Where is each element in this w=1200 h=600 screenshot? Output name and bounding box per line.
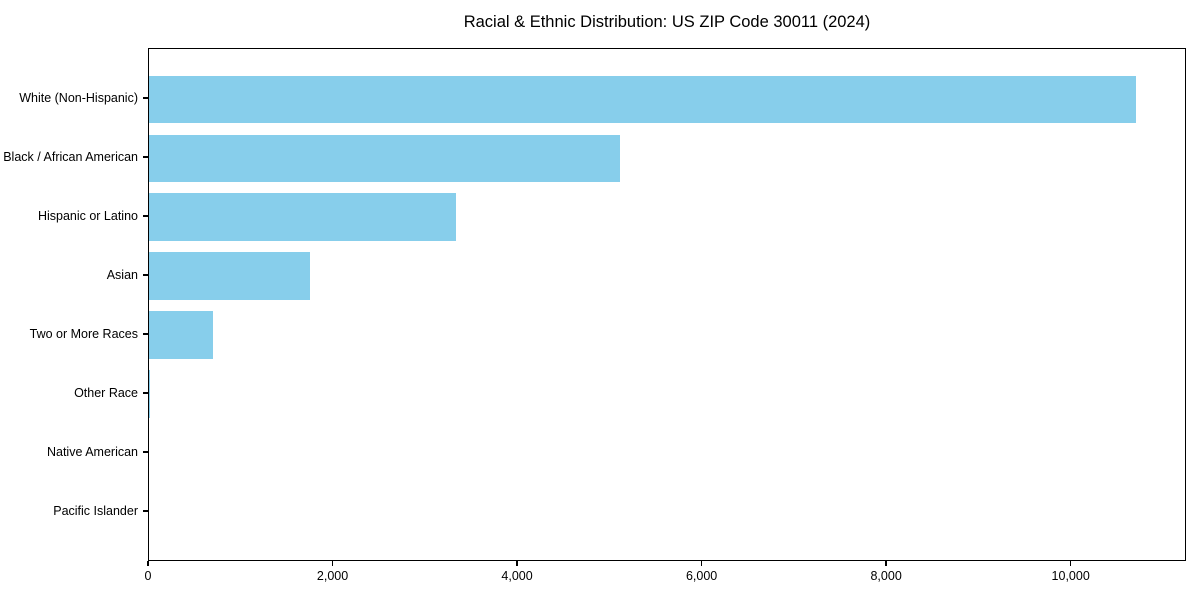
bar-hispanic-or-latino bbox=[149, 193, 456, 241]
x-tick-label-10,000: 10,000 bbox=[1051, 569, 1090, 583]
y-tick-mark-white-non-hispanic bbox=[143, 97, 148, 99]
y-tick-mark-hispanic-or-latino bbox=[143, 215, 148, 217]
plot-area bbox=[148, 48, 1186, 561]
y-tick-mark-native-american bbox=[143, 451, 148, 453]
x-tick-label-8,000: 8,000 bbox=[870, 569, 902, 583]
x-tick-mark-6,000 bbox=[700, 561, 703, 566]
y-tick-mark-black-african-american bbox=[143, 156, 148, 158]
x-tick-label-2,000: 2,000 bbox=[316, 569, 349, 583]
x-tick-mark-8,000 bbox=[885, 561, 887, 566]
x-tick-label-0: 0 bbox=[144, 569, 152, 583]
y-tick-label-black-african-american: Black / African American bbox=[3, 150, 138, 165]
y-tick-label-hispanic-or-latino: Hispanic or Latino bbox=[37, 209, 138, 224]
bar-other-race bbox=[149, 370, 151, 418]
x-tick-mark-0 bbox=[147, 561, 149, 566]
y-tick-mark-pacific-islander bbox=[143, 510, 148, 512]
chart-title: Racial & Ethnic Distribution: US ZIP Cod… bbox=[463, 13, 871, 31]
bar-asian bbox=[149, 252, 310, 300]
y-tick-label-native-american: Native American bbox=[46, 444, 138, 459]
y-tick-label-two-or-more-races: Two or More Races bbox=[29, 326, 138, 341]
bar-black-african-american bbox=[149, 134, 620, 182]
bar-white-non-hispanic bbox=[149, 75, 1137, 123]
x-tick-mark-2,000 bbox=[331, 561, 334, 566]
x-tick-label-4,000: 4,000 bbox=[501, 569, 533, 583]
x-tick-label-6,000: 6,000 bbox=[685, 569, 718, 583]
y-tick-label-pacific-islander: Pacific Islander bbox=[53, 503, 138, 518]
y-tick-mark-other-race bbox=[143, 392, 148, 394]
x-tick-mark-4,000 bbox=[516, 561, 518, 566]
bar-two-or-more-races bbox=[149, 311, 214, 359]
x-tick-mark-10,000 bbox=[1069, 561, 1072, 566]
y-tick-label-asian: Asian bbox=[106, 268, 138, 283]
y-tick-mark-two-or-more-races bbox=[143, 333, 148, 335]
y-tick-mark-asian bbox=[143, 274, 148, 276]
y-tick-label-white-non-hispanic: White (Non-Hispanic) bbox=[19, 91, 138, 106]
y-tick-label-other-race: Other Race bbox=[74, 385, 138, 400]
